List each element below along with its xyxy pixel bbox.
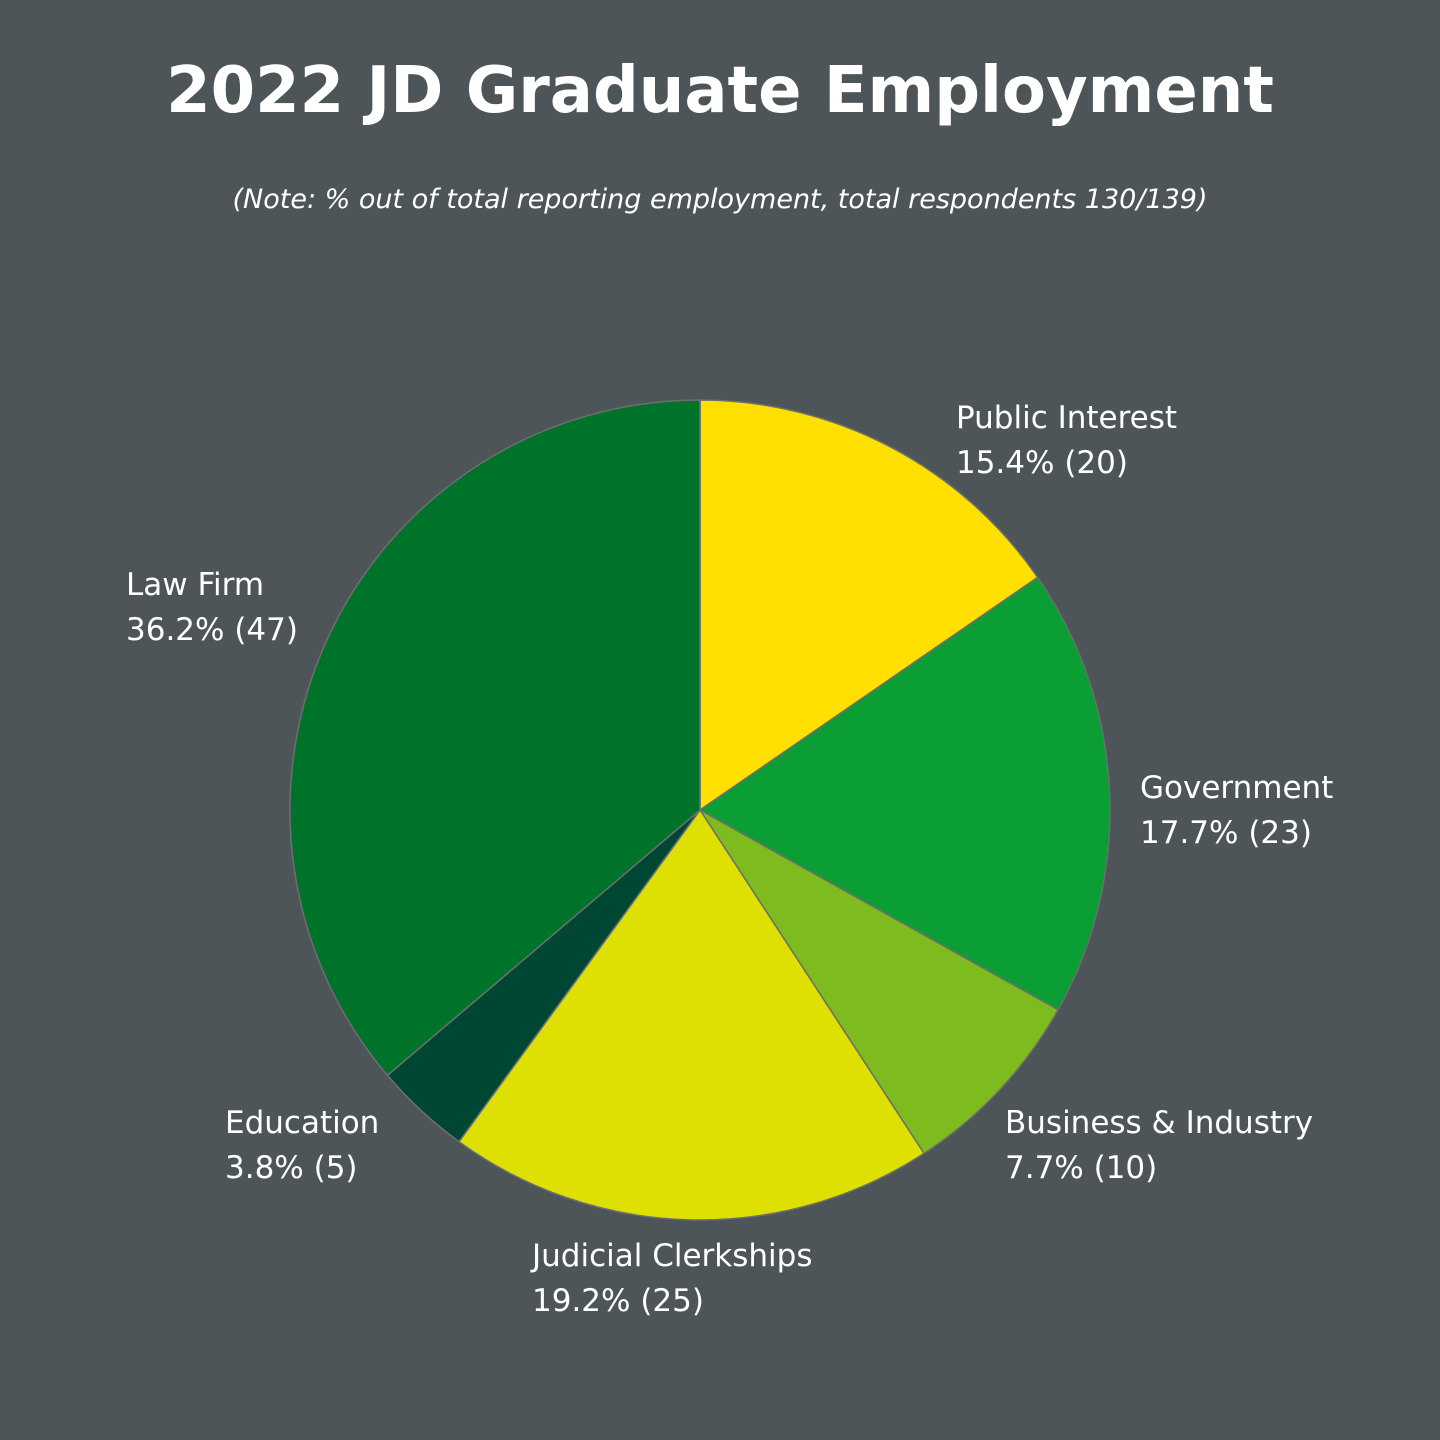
- slice-label: Judicial Clerkships: [530, 1238, 812, 1274]
- slice-value-label: 15.4% (20): [956, 445, 1128, 481]
- pie-slice: [289, 399, 701, 1077]
- pie-slice: [699, 399, 1039, 812]
- slice-value-label: 7.7% (10): [1005, 1150, 1157, 1186]
- slice-value-label: 36.2% (47): [126, 612, 298, 648]
- slice-label: Education: [225, 1105, 379, 1141]
- slice-value-label: 3.8% (5): [225, 1150, 358, 1186]
- slice-label: Government: [1140, 770, 1333, 806]
- slice-value-label: 19.2% (25): [532, 1283, 704, 1319]
- slice-label: Public Interest: [956, 400, 1177, 436]
- pie-slice: [698, 576, 1111, 1011]
- chart-title: 2022 JD Graduate Employment: [166, 54, 1274, 128]
- slice-label: Law Firm: [126, 567, 264, 603]
- pie-slice: [457, 808, 926, 1221]
- chart-subtitle: (Note: % out of total reporting employme…: [233, 184, 1208, 215]
- slice-label: Business & Industry: [1005, 1105, 1313, 1141]
- slice-value-label: 17.7% (23): [1140, 815, 1312, 851]
- pie-slice: [699, 809, 1060, 1155]
